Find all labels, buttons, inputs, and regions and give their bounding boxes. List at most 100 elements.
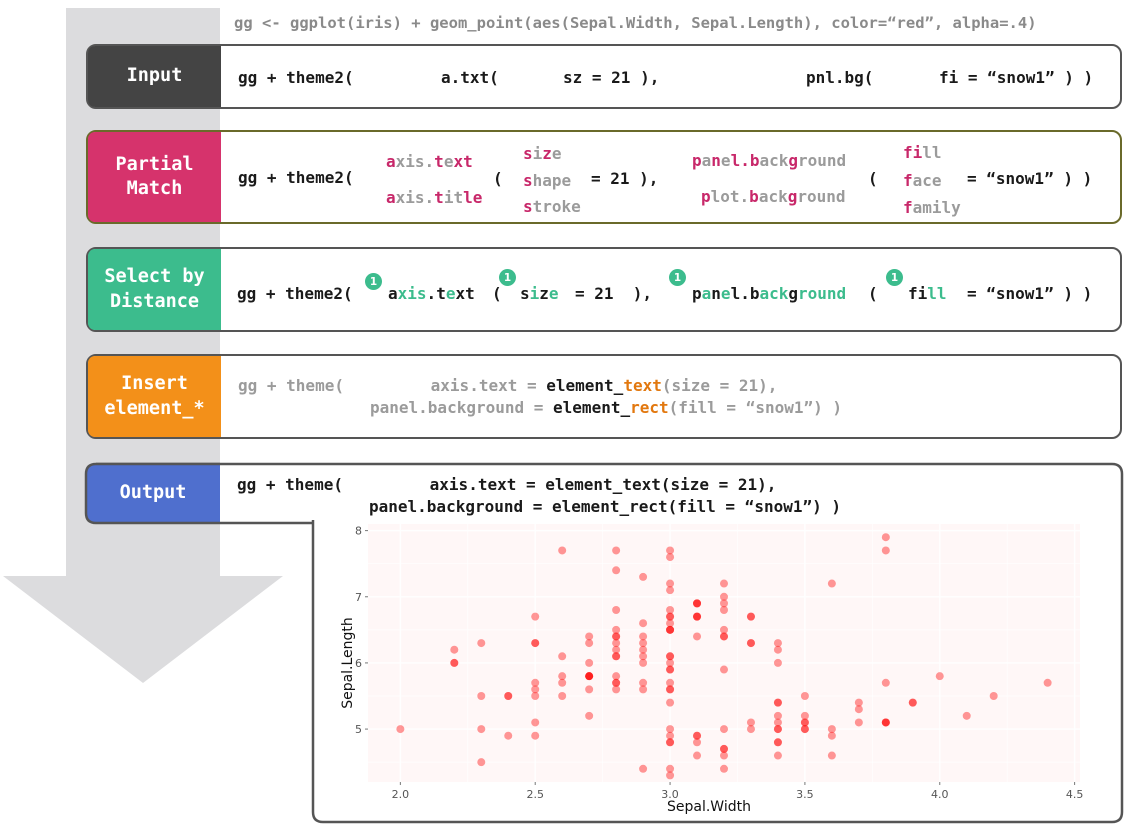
partial-candidate-size: size bbox=[523, 144, 562, 163]
scatter-point bbox=[720, 599, 728, 608]
scatter-point bbox=[773, 738, 782, 747]
scatter-point bbox=[773, 658, 782, 667]
scatter-point bbox=[881, 678, 890, 687]
scatter-point bbox=[666, 625, 675, 634]
scatter-point bbox=[639, 619, 648, 628]
scatter-point bbox=[800, 711, 809, 720]
scatter-point bbox=[720, 592, 728, 601]
scatter-point bbox=[746, 718, 755, 727]
plot-panel bbox=[368, 524, 1080, 782]
scatter-point bbox=[666, 725, 675, 734]
scatter-point bbox=[531, 685, 540, 694]
scatter-point bbox=[854, 718, 863, 727]
select-theme2-call: gg + theme2( bbox=[237, 284, 353, 303]
scatter-point bbox=[908, 698, 917, 707]
partial-candidate-axis-text: axis.text bbox=[386, 152, 473, 171]
scatter-point bbox=[746, 639, 755, 648]
scatter-point bbox=[720, 725, 728, 734]
scatter-point bbox=[477, 758, 486, 767]
scatter-point bbox=[639, 632, 648, 641]
scatter-point bbox=[450, 658, 459, 667]
scatter-point bbox=[531, 639, 540, 648]
scatter-point bbox=[881, 546, 890, 555]
scatter-point bbox=[881, 718, 890, 727]
scatter-point bbox=[666, 771, 675, 780]
scatter-point bbox=[396, 725, 405, 734]
scatter-point bbox=[585, 672, 594, 681]
scatter-point bbox=[693, 731, 702, 740]
scatter-point bbox=[666, 625, 675, 634]
input-arg2-value: fi = “snow1” ) ) bbox=[939, 68, 1094, 87]
scatter-point bbox=[693, 599, 702, 608]
scatter-point bbox=[612, 685, 621, 694]
partial-candidate-shape: shape bbox=[523, 171, 572, 190]
scatter-point bbox=[639, 658, 648, 667]
scatter-point bbox=[666, 665, 675, 674]
scatter-point bbox=[585, 711, 594, 720]
scatter-point bbox=[558, 672, 567, 681]
partial-match-row: Partial Match gg + theme2( axis.text axi… bbox=[86, 130, 1122, 224]
scatter-point bbox=[612, 645, 621, 654]
scatter-point bbox=[639, 678, 648, 687]
scatter-point bbox=[746, 612, 755, 621]
plot-points bbox=[396, 533, 1052, 780]
scatter-point bbox=[746, 612, 755, 621]
scatter-point bbox=[585, 632, 594, 641]
scatter-point bbox=[612, 606, 621, 614]
select-arg2-value: = “snow1” ) ) bbox=[967, 284, 1093, 303]
scatter-point bbox=[693, 731, 702, 740]
partial-candidate-stroke: stroke bbox=[523, 197, 581, 216]
select-panel-background: panel.background bbox=[692, 284, 847, 303]
output-label-text: Output bbox=[119, 482, 187, 504]
scatter-point bbox=[666, 678, 675, 687]
scatter-point bbox=[666, 553, 675, 562]
scatter-point bbox=[773, 725, 782, 734]
scatter-point bbox=[585, 685, 594, 694]
partial-arg1-value: = 21 ), bbox=[591, 169, 659, 188]
scatter-point bbox=[477, 639, 486, 648]
scatter-point bbox=[746, 725, 755, 734]
scatter-point bbox=[693, 612, 702, 621]
scatter-point bbox=[666, 619, 675, 628]
insert-element-label-text: Insert element_* bbox=[104, 373, 205, 419]
scatter-point bbox=[827, 751, 836, 760]
scatter-point bbox=[800, 725, 809, 734]
scatter-point bbox=[962, 711, 971, 720]
scatter-point bbox=[720, 665, 728, 674]
scatter-point bbox=[720, 744, 728, 753]
plot-grid bbox=[368, 524, 1080, 782]
select-distance-label: Select by Distance bbox=[88, 249, 221, 330]
scatter-point bbox=[854, 698, 863, 707]
scatter-point bbox=[666, 652, 675, 661]
scatter-point bbox=[450, 658, 459, 667]
scatter-point bbox=[477, 692, 486, 700]
scatter-point bbox=[666, 579, 675, 588]
scatter-point bbox=[666, 685, 675, 694]
scatter-point bbox=[881, 533, 890, 542]
scatter-point bbox=[827, 579, 836, 588]
output-line-2: panel.background = element_rect(fill = “… bbox=[369, 497, 842, 516]
scatter-point bbox=[612, 632, 621, 641]
scatter-point bbox=[558, 652, 567, 661]
scatter-point bbox=[773, 718, 782, 727]
output-label: Output bbox=[86, 464, 220, 523]
scatter-point bbox=[693, 599, 702, 608]
output-line-1: gg + theme( axis.text = element_text(siz… bbox=[237, 475, 777, 494]
scatter-point bbox=[585, 658, 594, 667]
scatter-point bbox=[666, 658, 675, 667]
scatter-point bbox=[720, 632, 728, 641]
scatter-point bbox=[773, 639, 782, 648]
x-tick-label: 4.0 bbox=[931, 788, 949, 801]
scatter-point bbox=[693, 738, 702, 747]
scatter-point bbox=[531, 718, 540, 727]
scatter-point bbox=[908, 698, 917, 707]
scatter-point bbox=[612, 639, 621, 648]
scatter-point bbox=[720, 625, 728, 634]
input-theme2-call: gg + theme2( bbox=[238, 68, 354, 87]
scatter-point bbox=[720, 764, 728, 773]
select-open-paren-2: ( bbox=[868, 284, 878, 303]
distance-badge-2: 1 bbox=[499, 269, 516, 286]
y-tick-label: 6 bbox=[355, 657, 362, 670]
scatter-point bbox=[639, 639, 648, 648]
